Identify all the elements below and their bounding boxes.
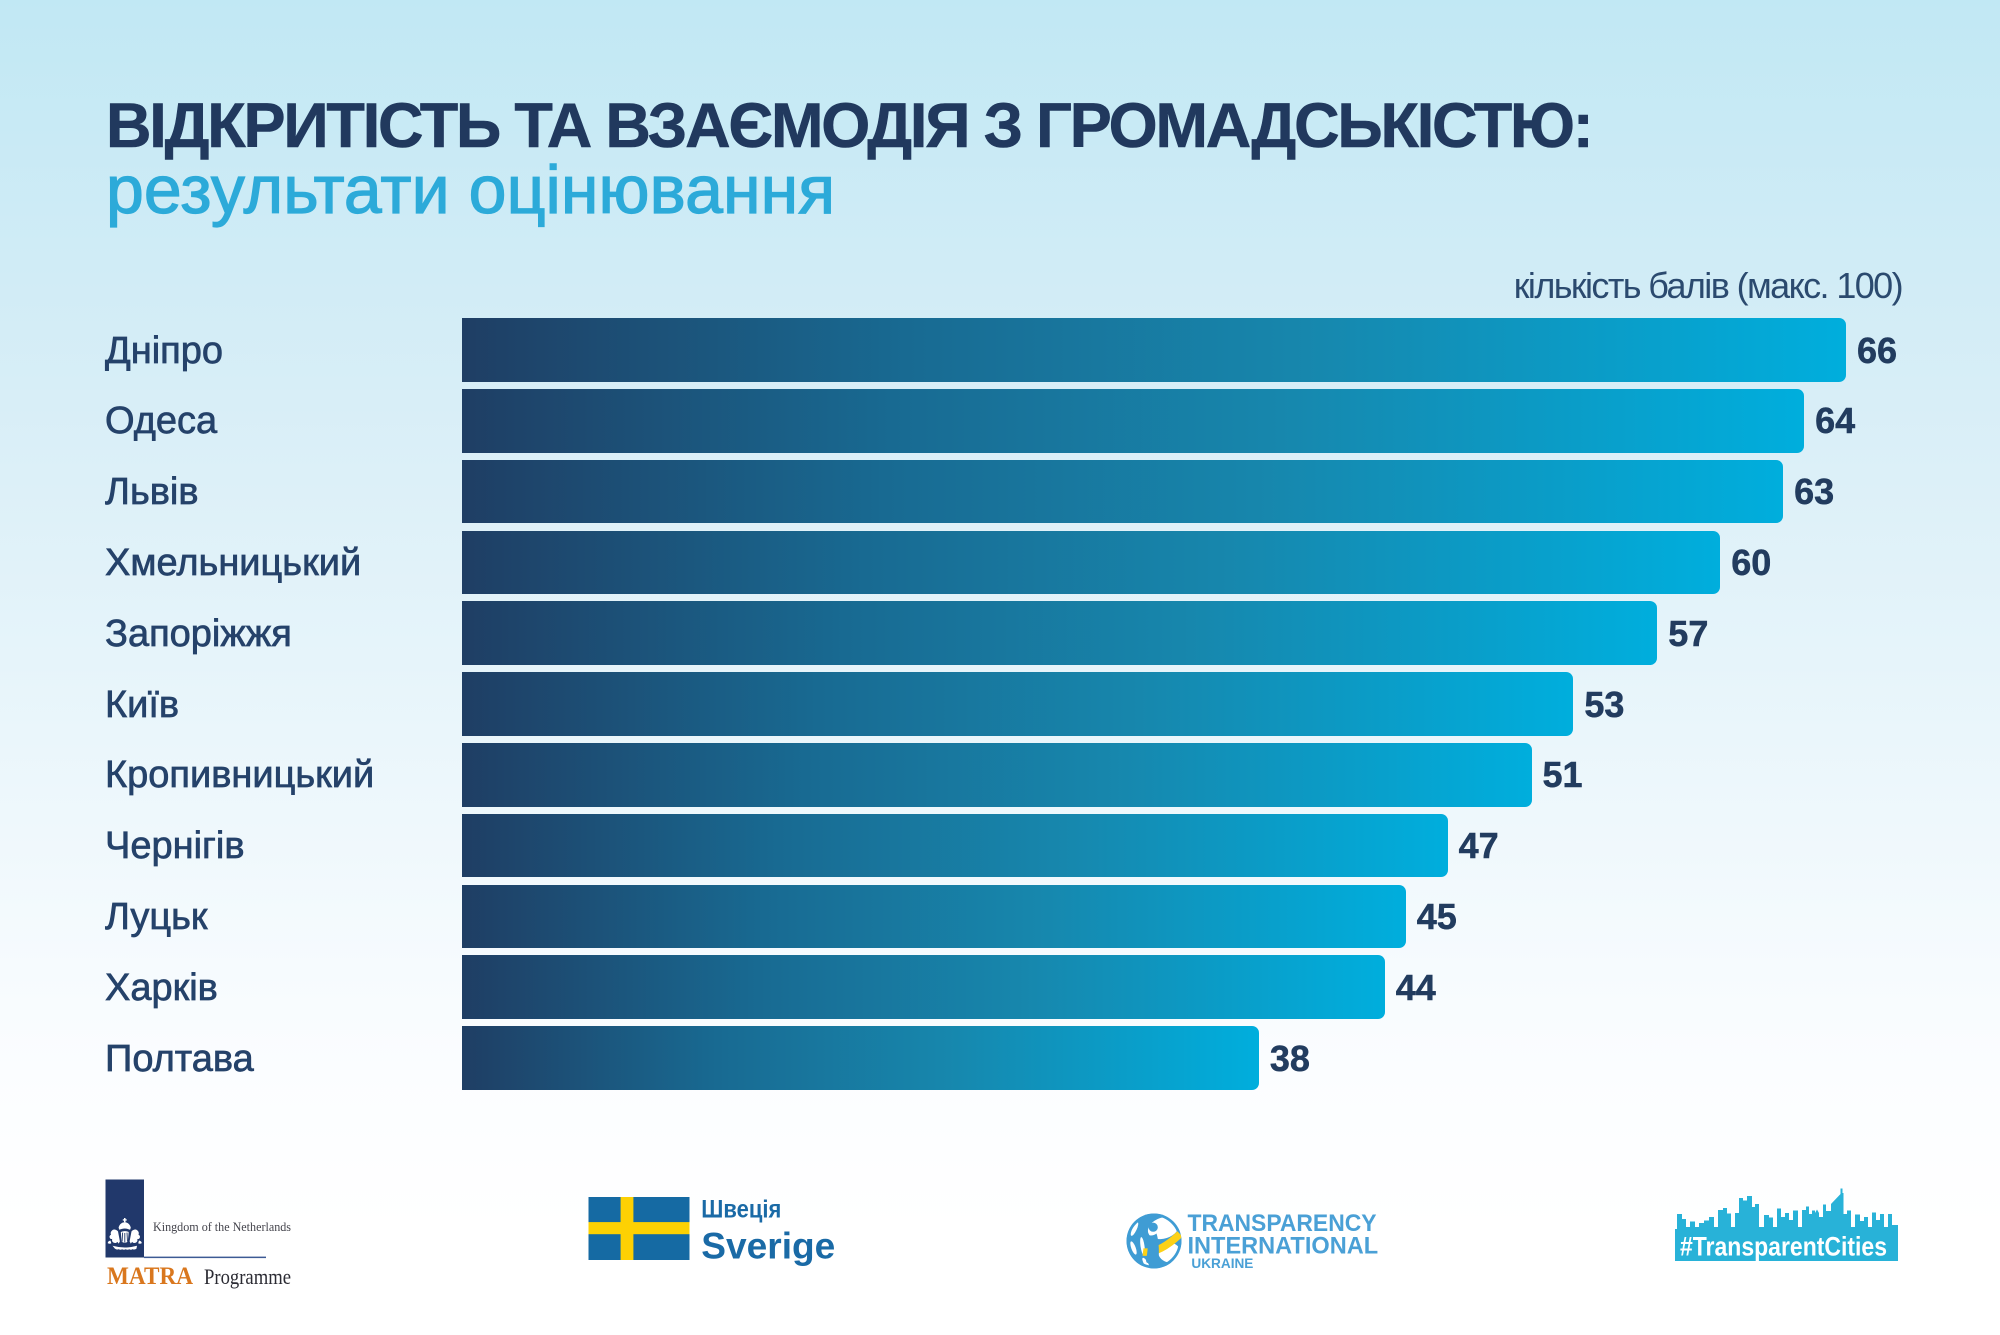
svg-text:Programme: Programme	[204, 1264, 291, 1289]
svg-text:INTERNATIONAL: INTERNATIONAL	[1188, 1233, 1379, 1260]
svg-text:UKRAINE: UKRAINE	[1191, 1255, 1253, 1271]
svg-text:Sverige: Sverige	[701, 1225, 835, 1266]
svg-text:#TransparentCities: #TransparentCities	[1680, 1231, 1887, 1261]
svg-text:TRANSPARENCY: TRANSPARENCY	[1188, 1212, 1377, 1237]
svg-text:Швеція: Швеція	[701, 1196, 781, 1224]
svg-text:MATRA: MATRA	[107, 1263, 193, 1290]
svg-text:Kingdom of the Netherlands: Kingdom of the Netherlands	[153, 1219, 291, 1234]
